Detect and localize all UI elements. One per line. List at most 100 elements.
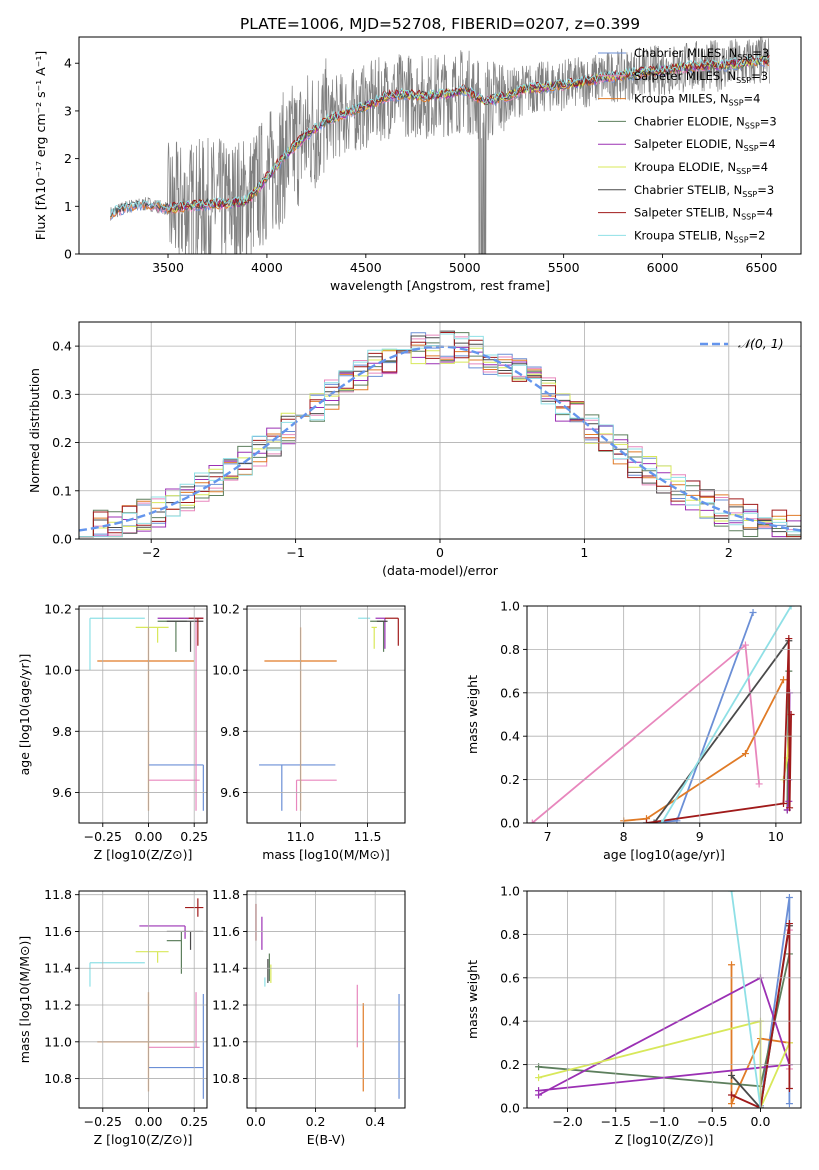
legend-entry-kroupa-elodie: Kroupa ELODIE, NSSP=4 — [634, 160, 768, 176]
chart-age-massweight: 7 8 9 10 0.0 0.2 0.4 0.6 0.8 1.0 age [log10(age/yr… — [465, 599, 802, 862]
chart-z-mass: −0.25 0.00 0.25 10.8 11.0 11.2 11.4 11.6 11.8 Z [… — [17, 887, 208, 1147]
x-tick-label: −0.5 — [697, 1114, 727, 1129]
point-marker-salpeter-stelib — [728, 1091, 736, 1099]
x-tick-label: 6500 — [746, 260, 778, 275]
y-axis-label: mass weight — [465, 960, 480, 1039]
point-marker-salpeter-miles — [755, 780, 763, 788]
y-tick-label: 2 — [64, 151, 72, 166]
y-tick-label: 0.4 — [52, 339, 72, 354]
x-tick-label: 3500 — [152, 260, 184, 275]
series-line-kroupa-miles — [730, 964, 790, 1105]
y-tick-label: 11.0 — [212, 1034, 240, 1049]
y-tick-label: 0.2 — [500, 772, 520, 787]
y-tick-label: 1.0 — [500, 884, 520, 899]
x-axis-label: wavelength [Angstrom, rest frame] — [330, 278, 550, 293]
point-marker-kroupa-miles — [779, 676, 787, 684]
x-tick-label: 0.00 — [135, 1114, 163, 1129]
y-tick-label: 9.8 — [220, 724, 240, 739]
y-tick-label: 9.6 — [220, 785, 240, 800]
x-tick-label: 11.0 — [287, 829, 315, 844]
y-tick-label: 9.8 — [52, 724, 72, 739]
y-axis-label: Flux [fλ10⁻¹⁷ erg cm⁻² s⁻¹ A⁻¹] — [33, 51, 48, 240]
errorbar-kroupa-stelib — [89, 962, 145, 987]
y-tick-label: 0.4 — [500, 729, 520, 744]
point-marker-salpeter-stelib — [785, 1084, 793, 1092]
point-marker-kroupa-stelib — [728, 891, 736, 895]
chart-mass-age: 11.0 11.5 9.6 9.8 10.0 10.2 mass [log10(M/M⊙)] — [212, 602, 406, 862]
x-tick-label: 0.25 — [180, 829, 208, 844]
plot-area-spectrum — [110, 37, 770, 254]
axes-frame — [246, 605, 406, 824]
legend-entry-gaussian: 𝒩(0, 1) — [738, 336, 784, 351]
y-axis-label: mass [log10(M/M⊙)] — [17, 936, 32, 1064]
point-marker-kroupa-stelib — [658, 819, 666, 823]
spectrum-model-kroupa-stelib — [110, 55, 770, 216]
x-axis-label: Z [log10(Z/Z⊙)] — [94, 847, 193, 862]
x-tick-label: 5500 — [548, 260, 580, 275]
series-line-kroupa-miles — [623, 679, 785, 822]
y-tick-label: 0.6 — [500, 970, 520, 985]
x-axis-label: Z [log10(Z/Z⊙)] — [615, 1132, 714, 1147]
x-tick-label: 1 — [580, 545, 588, 560]
x-tick-label: −1.5 — [601, 1114, 631, 1129]
axes-frame — [78, 890, 208, 1109]
y-tick-label: 0.2 — [500, 1057, 520, 1072]
x-tick-label: −0.25 — [84, 1114, 122, 1129]
errorbar-salpeter-elodie — [139, 925, 186, 939]
point-marker-chabrier-miles — [785, 1100, 793, 1108]
point-marker-chabrier-miles — [785, 894, 793, 902]
legend-entry-kroupa-stelib: Kroupa STELIB, NSSP=2 — [634, 228, 765, 244]
x-tick-label: 4500 — [350, 260, 382, 275]
legend-entry-salpeter-miles: Salpeter MILES, NSSP=3 — [634, 69, 768, 85]
axes-frame — [526, 890, 802, 1109]
x-tick-label: 7 — [544, 829, 552, 844]
point-marker-salpeter-miles — [741, 641, 749, 649]
legend-entry-salpeter-elodie: Salpeter ELODIE, NSSP=4 — [634, 137, 776, 153]
x-tick-label: 11.5 — [354, 829, 382, 844]
point-marker-chabrier-stelib — [728, 1071, 736, 1079]
x-tick-label: 9 — [696, 829, 704, 844]
x-axis-label: mass [log10(M/M⊙)] — [262, 847, 390, 862]
chart-z-massweight: −2.0 −1.5 −1.0 −0.5 0.0 0.0 0.2 0.4 0.6 0.8 1.0 Z [… — [465, 884, 802, 1147]
errorbar-chabrier-elodie — [166, 931, 182, 974]
y-tick-label: 3 — [64, 103, 72, 118]
series-line-salpeter-stelib — [731, 923, 791, 1108]
y-tick-label: 10.2 — [44, 602, 72, 617]
point-marker-chabrier-miles — [749, 609, 757, 617]
axes-frame — [246, 890, 406, 1109]
point-marker-kroupa-miles — [741, 750, 749, 758]
y-tick-label: 11.6 — [44, 924, 72, 939]
x-tick-label: 8 — [620, 829, 628, 844]
point-marker-kroupa-miles — [728, 961, 736, 969]
x-axis-label: E(B-V) — [307, 1132, 346, 1147]
errorbar-chabrier-miles — [259, 764, 336, 811]
y-tick-label: 10.0 — [44, 663, 72, 678]
y-tick-label: 0.0 — [500, 816, 520, 831]
chart-z-age: −0.25 0.00 0.25 9.6 9.8 10.0 10.2 Z [log10(Z/Z⊙… — [17, 602, 208, 862]
y-tick-label: 9.6 — [52, 785, 72, 800]
errorbar-salpeter-miles — [148, 618, 200, 811]
errorbar-kroupa-elodie — [135, 626, 169, 643]
y-tick-label: 11.8 — [212, 887, 240, 902]
plot-area-age-massweight — [528, 606, 795, 823]
x-tick-label: −2.0 — [552, 1114, 582, 1129]
errorbar-salpeter-elodie — [375, 617, 386, 649]
errorbar-salpeter-stelib — [384, 617, 399, 646]
x-tick-label: 6000 — [647, 260, 679, 275]
point-marker-salpeter-elodie — [535, 1087, 543, 1095]
legend-entry-chabrier-miles: Chabrier MILES, NSSP=3 — [634, 46, 769, 62]
x-tick-label: 4000 — [251, 260, 283, 275]
y-axis-label: age [log10(age/yr)] — [17, 654, 32, 776]
point-marker-salpeter-stelib — [779, 799, 787, 807]
histogram-kroupa-stelib — [79, 333, 801, 538]
y-tick-label: 0.8 — [500, 927, 520, 942]
spectrum-data-line — [110, 37, 770, 254]
point-marker-salpeter-stelib — [787, 711, 795, 718]
x-tick-label: 0.0 — [751, 1114, 771, 1129]
series-line-kroupa-stelib — [660, 606, 792, 823]
y-tick-label: 0.0 — [500, 1101, 520, 1116]
y-tick-label: 11.6 — [212, 924, 240, 939]
y-tick-label: 0.3 — [52, 387, 72, 402]
